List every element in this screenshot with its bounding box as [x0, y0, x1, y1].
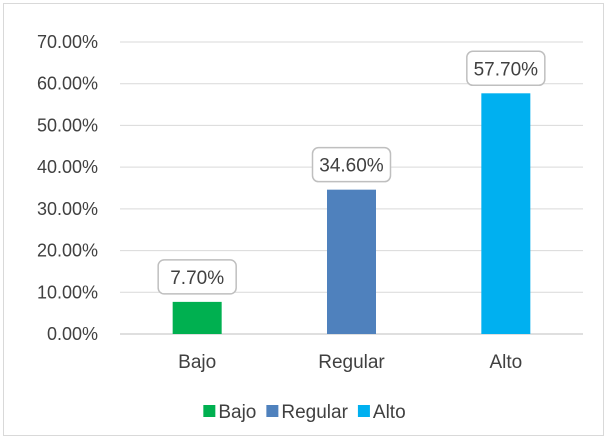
bar-regular [327, 189, 376, 334]
y-tick-label: 40.00% [37, 157, 98, 177]
data-label-box [157, 259, 237, 295]
data-label: 57.70% [474, 59, 539, 80]
x-category-label: Regular [318, 352, 385, 373]
y-tick-label: 10.00% [37, 282, 98, 302]
data-labels: 7.70% 34.60% 57.70% [157, 50, 546, 295]
data-label-box [466, 50, 546, 87]
bars [172, 93, 531, 335]
legend-label: Alto [373, 402, 406, 423]
y-axis-tick-labels: 0.00% 10.00% 20.00% 30.00% 40.00% 50.00% 60.00… [37, 32, 98, 344]
y-tick-label: 0.00% [47, 324, 98, 344]
y-tick-label: 50.00% [37, 115, 98, 135]
data-label-box [311, 146, 392, 183]
x-axis-category-labels: Bajo Regular Alto [178, 352, 522, 373]
data-label: 7.70% [170, 268, 224, 289]
x-category-label: Bajo [178, 352, 216, 373]
data-label: 34.60% [319, 156, 384, 177]
y-tick-label: 70.00% [37, 32, 98, 52]
bar-bajo [172, 301, 222, 334]
legend-label: Bajo [218, 402, 256, 423]
legend-swatch-regular [266, 405, 279, 417]
y-tick-label: 60.00% [37, 74, 98, 94]
legend-swatch-alto [357, 405, 370, 417]
y-tick-label: 20.00% [37, 241, 98, 261]
bar-alto [481, 93, 531, 335]
legend-label: Regular [281, 402, 348, 423]
legend: Bajo Regular Alto [203, 402, 406, 423]
y-tick-label: 30.00% [37, 199, 98, 219]
x-category-label: Alto [489, 352, 522, 373]
legend-swatch-bajo [203, 405, 216, 417]
